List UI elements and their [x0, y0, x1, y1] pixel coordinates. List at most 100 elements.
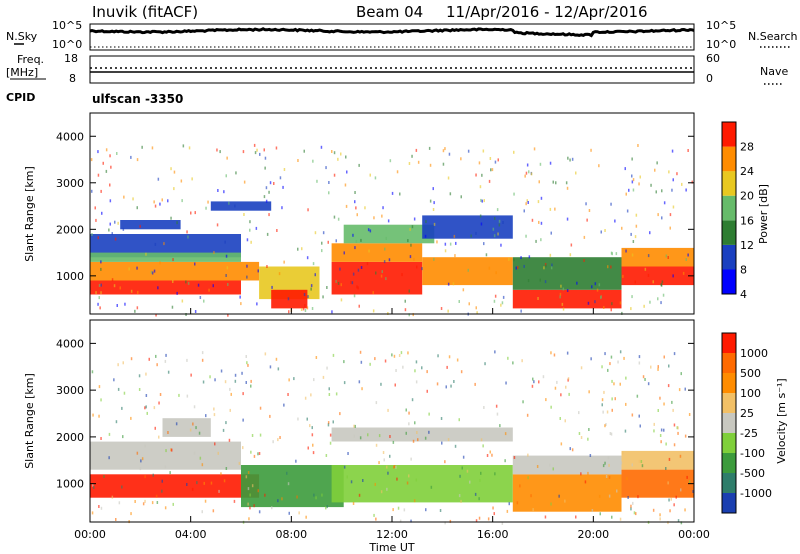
velocity-speckle — [121, 406, 123, 410]
velocity-speckle — [343, 465, 346, 469]
velocity-cbar-swatch — [722, 413, 736, 433]
velocity-speckle — [98, 385, 101, 389]
power-speckle — [311, 307, 314, 310]
power-speckle — [436, 240, 438, 244]
velocity-speckle — [165, 353, 167, 357]
power-speckle — [223, 190, 225, 194]
velocity-speckle — [663, 355, 665, 359]
power-speckle — [404, 299, 406, 303]
velocity-speckle — [141, 457, 144, 461]
velocity-speckle — [493, 512, 495, 516]
noise-right-tick-top: 10^5 — [706, 19, 736, 32]
power-speckle — [531, 218, 534, 222]
power-speckle — [600, 295, 602, 299]
velocity-speckle — [145, 394, 148, 397]
velocity-speckle — [115, 420, 118, 424]
velocity-speckle — [640, 460, 643, 463]
velocity-speckle — [164, 506, 167, 510]
velocity-speckle — [313, 493, 315, 497]
velocity-speckle — [196, 481, 198, 485]
velocity-speckle — [117, 363, 119, 367]
power-speckle — [631, 157, 633, 161]
power-speckle — [449, 192, 452, 196]
velocity-speckle — [118, 501, 121, 505]
velocity-speckle — [335, 392, 338, 396]
power-speckle — [191, 177, 193, 181]
velocity-speckle — [332, 420, 334, 424]
velocity-cbar-tick: 25 — [740, 407, 754, 420]
velocity-speckle — [238, 461, 241, 465]
power-speckle — [404, 308, 407, 312]
power-speckle — [384, 247, 386, 251]
power-speckle — [246, 275, 248, 279]
power-speckle — [360, 266, 363, 269]
power-speckle — [352, 233, 354, 237]
power-speckle — [130, 155, 132, 159]
power-speckle — [350, 280, 352, 284]
velocity-speckle — [312, 451, 315, 455]
power-speckle — [157, 177, 160, 181]
velocity-speckle — [113, 378, 115, 382]
power-speckle — [264, 156, 267, 160]
power-speckle — [610, 265, 612, 269]
power-speckle — [603, 306, 605, 309]
power-speckle — [366, 262, 369, 266]
power-speckle — [266, 232, 269, 236]
velocity-speckle — [130, 357, 133, 361]
power-speckle — [151, 146, 154, 150]
velocity-speckle — [584, 480, 587, 484]
power-speckle — [225, 254, 228, 258]
power-speckle — [432, 187, 434, 191]
velocity-speckle — [402, 365, 404, 369]
velocity-speckle — [393, 465, 396, 468]
power-speckle — [396, 170, 399, 174]
power-speckle — [544, 280, 547, 284]
velocity-speckle — [295, 459, 297, 463]
power-speckle — [424, 234, 427, 238]
power-speckle — [483, 242, 485, 246]
velocity-speckle — [281, 497, 283, 501]
velocity-speckle — [564, 499, 566, 503]
power-speckle — [591, 285, 593, 289]
velocity-speckle — [428, 412, 430, 416]
velocity-speckle — [680, 521, 683, 525]
power-speckle — [235, 171, 237, 175]
power-speckle — [159, 261, 161, 265]
velocity-speckle — [201, 510, 203, 514]
power-band-8 — [343, 224, 435, 244]
velocity-speckle — [549, 463, 551, 467]
power-speckle — [598, 164, 600, 168]
power-speckle — [340, 298, 343, 302]
power-speckle — [297, 247, 299, 251]
velocity-speckle — [421, 366, 423, 370]
power-speckle — [500, 303, 502, 307]
power-speckle — [494, 294, 497, 298]
power-speckle — [173, 170, 176, 174]
velocity-speckle — [486, 454, 489, 457]
velocity-speckle — [223, 479, 226, 483]
velocity-speckle — [225, 421, 227, 425]
power-speckle — [343, 251, 345, 255]
power-speckle — [281, 206, 283, 210]
power-speckle — [535, 239, 537, 243]
velocity-speckle — [605, 475, 608, 478]
power-speckle — [545, 264, 547, 268]
velocity-speckle — [249, 493, 251, 497]
power-speckle — [194, 310, 197, 313]
velocity-speckle — [624, 429, 627, 433]
velocity-speckle — [437, 354, 439, 358]
power-speckle — [500, 243, 502, 247]
velocity-speckle — [378, 461, 380, 465]
power-speckle — [672, 274, 674, 278]
velocity-speckle — [229, 408, 231, 412]
power-speckle — [373, 216, 375, 220]
power-speckle — [611, 302, 613, 306]
power-speckle — [447, 176, 450, 180]
velocity-speckle — [198, 431, 201, 435]
velocity-speckle — [361, 387, 363, 391]
velocity-speckle — [202, 380, 205, 384]
power-speckle — [526, 163, 529, 167]
power-speckle — [254, 151, 257, 155]
velocity-speckle — [659, 513, 661, 517]
velocity-speckle — [247, 471, 250, 474]
